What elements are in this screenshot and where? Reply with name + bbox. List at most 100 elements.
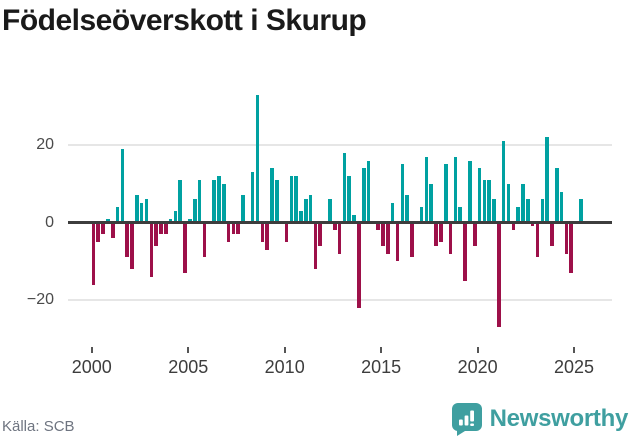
bar-2006Q4 (221, 183, 226, 223)
bar-2018Q3 (448, 222, 453, 254)
bar-2009Q2 (270, 168, 274, 223)
bar-2024Q1 (554, 168, 559, 223)
bar-2023Q1 (535, 222, 540, 258)
bar-2010Q1 (284, 222, 289, 242)
bar-2019Q1 (458, 207, 463, 223)
newsworthy-bar-chart-bubble-icon (451, 402, 482, 436)
bar-2016Q2 (405, 195, 409, 223)
bar-2000Q4 (106, 218, 110, 223)
bar-2008Q4 (260, 222, 265, 242)
bar-2023Q4 (550, 222, 554, 246)
bar-2020Q4 (492, 199, 496, 223)
x-tick-label: 2000 (71, 357, 112, 377)
source-label: Källa: SCB (2, 418, 75, 435)
y-tick-label: 20 (36, 136, 54, 153)
x-tick-label: 2015 (361, 357, 402, 377)
bar-2000Q3 (101, 222, 105, 235)
bar-2011Q4 (318, 222, 323, 246)
bar-2004Q3 (178, 179, 183, 223)
bar-2009Q1 (265, 222, 269, 250)
gridline-y--20 (68, 299, 612, 301)
bar-2023Q2 (540, 199, 545, 223)
bar-2009Q3 (275, 179, 279, 223)
x-tick-label: 2010 (264, 357, 305, 377)
bar-2012Q3 (332, 222, 337, 231)
bar-2012Q4 (337, 222, 342, 254)
bar-2011Q3 (313, 222, 318, 269)
bar-2001Q3 (120, 148, 125, 223)
newsworthy-logo: Newsworthy (451, 401, 628, 437)
bar-2017Q4 (434, 222, 438, 246)
bar-2005Q4 (202, 222, 207, 258)
y-tick-label: −20 (26, 291, 54, 308)
bar-2008Q3 (255, 94, 260, 223)
bar-2014Q4 (376, 222, 380, 231)
bar-2024Q2 (559, 191, 564, 223)
x-tick-mark (573, 347, 576, 353)
chart-title: Födelseöverskott i Skurup (2, 4, 367, 37)
bar-2013Q3 (352, 214, 356, 223)
bar-2017Q1 (419, 207, 424, 223)
bar-2022Q3 (526, 199, 530, 223)
bar-2004Q2 (173, 210, 178, 223)
bar-2002Q3 (139, 203, 144, 223)
bar-2007Q3 (236, 222, 240, 235)
bar-2025Q2 (579, 199, 583, 223)
bar-2015Q1 (381, 222, 385, 246)
bar-2011Q2 (308, 195, 313, 223)
bar-2004Q4 (183, 222, 187, 273)
bar-2023Q3 (545, 137, 549, 223)
x-tick-label: 2025 (554, 357, 595, 377)
bar-2001Q4 (125, 222, 129, 258)
x-tick-mark (90, 347, 93, 353)
bar-2002Q2 (135, 195, 139, 223)
bar-2003Q3 (159, 222, 163, 235)
bar-2002Q4 (144, 199, 149, 223)
bar-2000Q2 (96, 222, 101, 242)
newsworthy-logo-text: Newsworthy (489, 405, 629, 432)
bar-2018Q4 (453, 156, 458, 223)
y-tick-label: 0 (45, 213, 54, 231)
x-tick-mark (476, 347, 479, 353)
bar-2013Q4 (357, 222, 361, 308)
bar-2006Q2 (212, 179, 216, 223)
bar-2019Q2 (463, 222, 467, 281)
bar-2022Q2 (521, 183, 525, 223)
bar-2020Q2 (482, 179, 487, 223)
zero-axis-line (68, 221, 612, 224)
bar-2007Q2 (231, 222, 236, 235)
bar-2003Q1 (149, 222, 154, 277)
bar-2004Q1 (168, 218, 173, 223)
bar-2014Q1 (361, 168, 366, 223)
x-tick-label: 2020 (457, 357, 498, 377)
bar-2021Q2 (501, 141, 506, 223)
bar-2001Q2 (115, 207, 120, 223)
bar-2015Q3 (390, 203, 395, 223)
bar-2010Q3 (294, 176, 298, 223)
bar-2013Q1 (342, 152, 347, 223)
bar-2021Q1 (497, 222, 501, 328)
bar-2007Q4 (241, 195, 245, 223)
bar-2011Q1 (303, 199, 308, 223)
bar-2008Q2 (250, 172, 255, 223)
bar-2021Q3 (506, 183, 511, 223)
bar-2019Q3 (468, 160, 472, 223)
bar-2020Q3 (487, 179, 491, 223)
bar-2006Q3 (217, 176, 221, 223)
bar-2018Q1 (439, 222, 443, 242)
bar-2005Q3 (197, 179, 202, 223)
bar-2005Q1 (188, 218, 192, 223)
bar-2024Q3 (564, 222, 569, 254)
gridline-y-20 (68, 144, 612, 146)
bar-2014Q2 (366, 160, 371, 223)
bar-2015Q2 (386, 222, 390, 254)
bar-2022Q1 (516, 207, 520, 223)
bar-2010Q2 (289, 176, 294, 223)
bar-2016Q3 (410, 222, 414, 258)
bar-2003Q4 (164, 222, 168, 235)
x-tick-mark (380, 347, 383, 353)
bar-2013Q2 (347, 176, 352, 223)
bar-2021Q4 (511, 222, 516, 231)
